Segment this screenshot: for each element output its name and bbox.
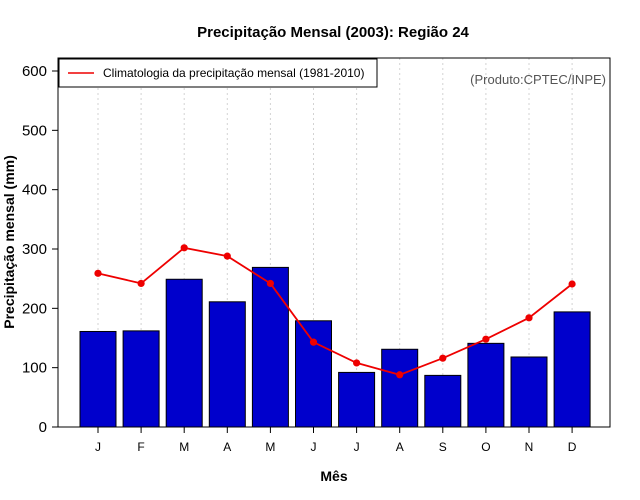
- xtick-label-1: F: [137, 440, 144, 454]
- climatology-point-10: [525, 314, 533, 322]
- ytick-label-100: 100: [22, 360, 47, 377]
- axes: 0 100 200 300 400 500 600 J F M A M J J A S O N D: [22, 63, 577, 454]
- xtick-label-9: O: [481, 440, 490, 454]
- legend-box: [58, 58, 378, 88]
- xtick-label-5: J: [311, 440, 317, 454]
- climatology-point-0: [94, 269, 102, 277]
- ytick-label-500: 500: [22, 122, 47, 139]
- legend-label: Climatologia da precipitação mensal (198…: [103, 66, 364, 80]
- bar-3: [208, 301, 246, 428]
- legend: Climatologia da precipitação mensal (198…: [58, 58, 378, 88]
- bar-4: [251, 266, 289, 428]
- climatology-point-7: [396, 371, 404, 379]
- xtick-label-11: D: [568, 440, 577, 454]
- ytick-label-600: 600: [22, 63, 47, 80]
- y-axis-label: Precipitação mensal (mm): [1, 155, 17, 329]
- ytick-label-400: 400: [22, 182, 47, 199]
- climatology-point-5: [309, 338, 318, 346]
- vertical-gridlines: [97, 58, 573, 427]
- bars-2003: [79, 266, 591, 428]
- product-credit: (Produto:CPTEC/INPE): [470, 72, 606, 87]
- climatology-point-1: [137, 279, 145, 288]
- bar-6: [338, 371, 376, 428]
- ytick-label-0: 0: [39, 419, 47, 436]
- bar-9: [467, 342, 505, 428]
- bar-1: [122, 330, 160, 428]
- xtick-label-10: N: [525, 440, 534, 454]
- climatology-point-4: [266, 279, 274, 288]
- xtick-label-0: J: [95, 440, 101, 454]
- xtick-label-4: M: [265, 440, 275, 454]
- bar-7: [381, 348, 419, 428]
- climatology-point-2: [180, 244, 188, 252]
- climatology-line: [94, 244, 576, 379]
- climatology-point-9: [482, 335, 490, 343]
- xtick-label-8: S: [439, 440, 447, 454]
- chart-title: Precipitação Mensal (2003): Região 24: [197, 24, 469, 41]
- x-axis-label: Mês: [320, 468, 347, 484]
- climatology-point-3: [223, 252, 231, 260]
- bar-8: [424, 374, 462, 428]
- climatology-point-8: [439, 354, 447, 362]
- xtick-label-7: A: [396, 440, 404, 454]
- ytick-label-200: 200: [22, 300, 47, 317]
- bar-0: [79, 330, 117, 428]
- bar-2: [165, 278, 203, 428]
- climatology-point-11: [568, 280, 576, 288]
- climatology-polyline: [97, 246, 573, 376]
- ytick-label-300: 300: [22, 241, 47, 258]
- bar-5: [295, 320, 332, 428]
- plot-frame: [57, 57, 611, 428]
- xtick-label-2: M: [179, 440, 189, 454]
- bar-11: [553, 311, 591, 428]
- xtick-label-3: A: [223, 440, 231, 454]
- climatology-point-6: [353, 359, 361, 367]
- bar-10: [510, 356, 548, 428]
- xtick-label-6: J: [354, 440, 360, 454]
